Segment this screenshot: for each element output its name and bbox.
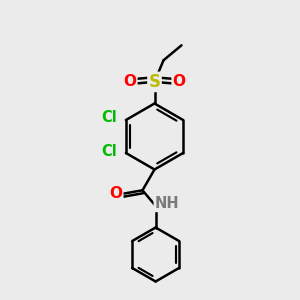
Text: O: O bbox=[172, 74, 186, 89]
Text: S: S bbox=[148, 73, 160, 91]
Text: Cl: Cl bbox=[101, 110, 117, 125]
Text: O: O bbox=[123, 74, 136, 89]
Text: O: O bbox=[109, 186, 122, 201]
Text: NH: NH bbox=[155, 196, 179, 211]
Text: Cl: Cl bbox=[101, 144, 117, 159]
